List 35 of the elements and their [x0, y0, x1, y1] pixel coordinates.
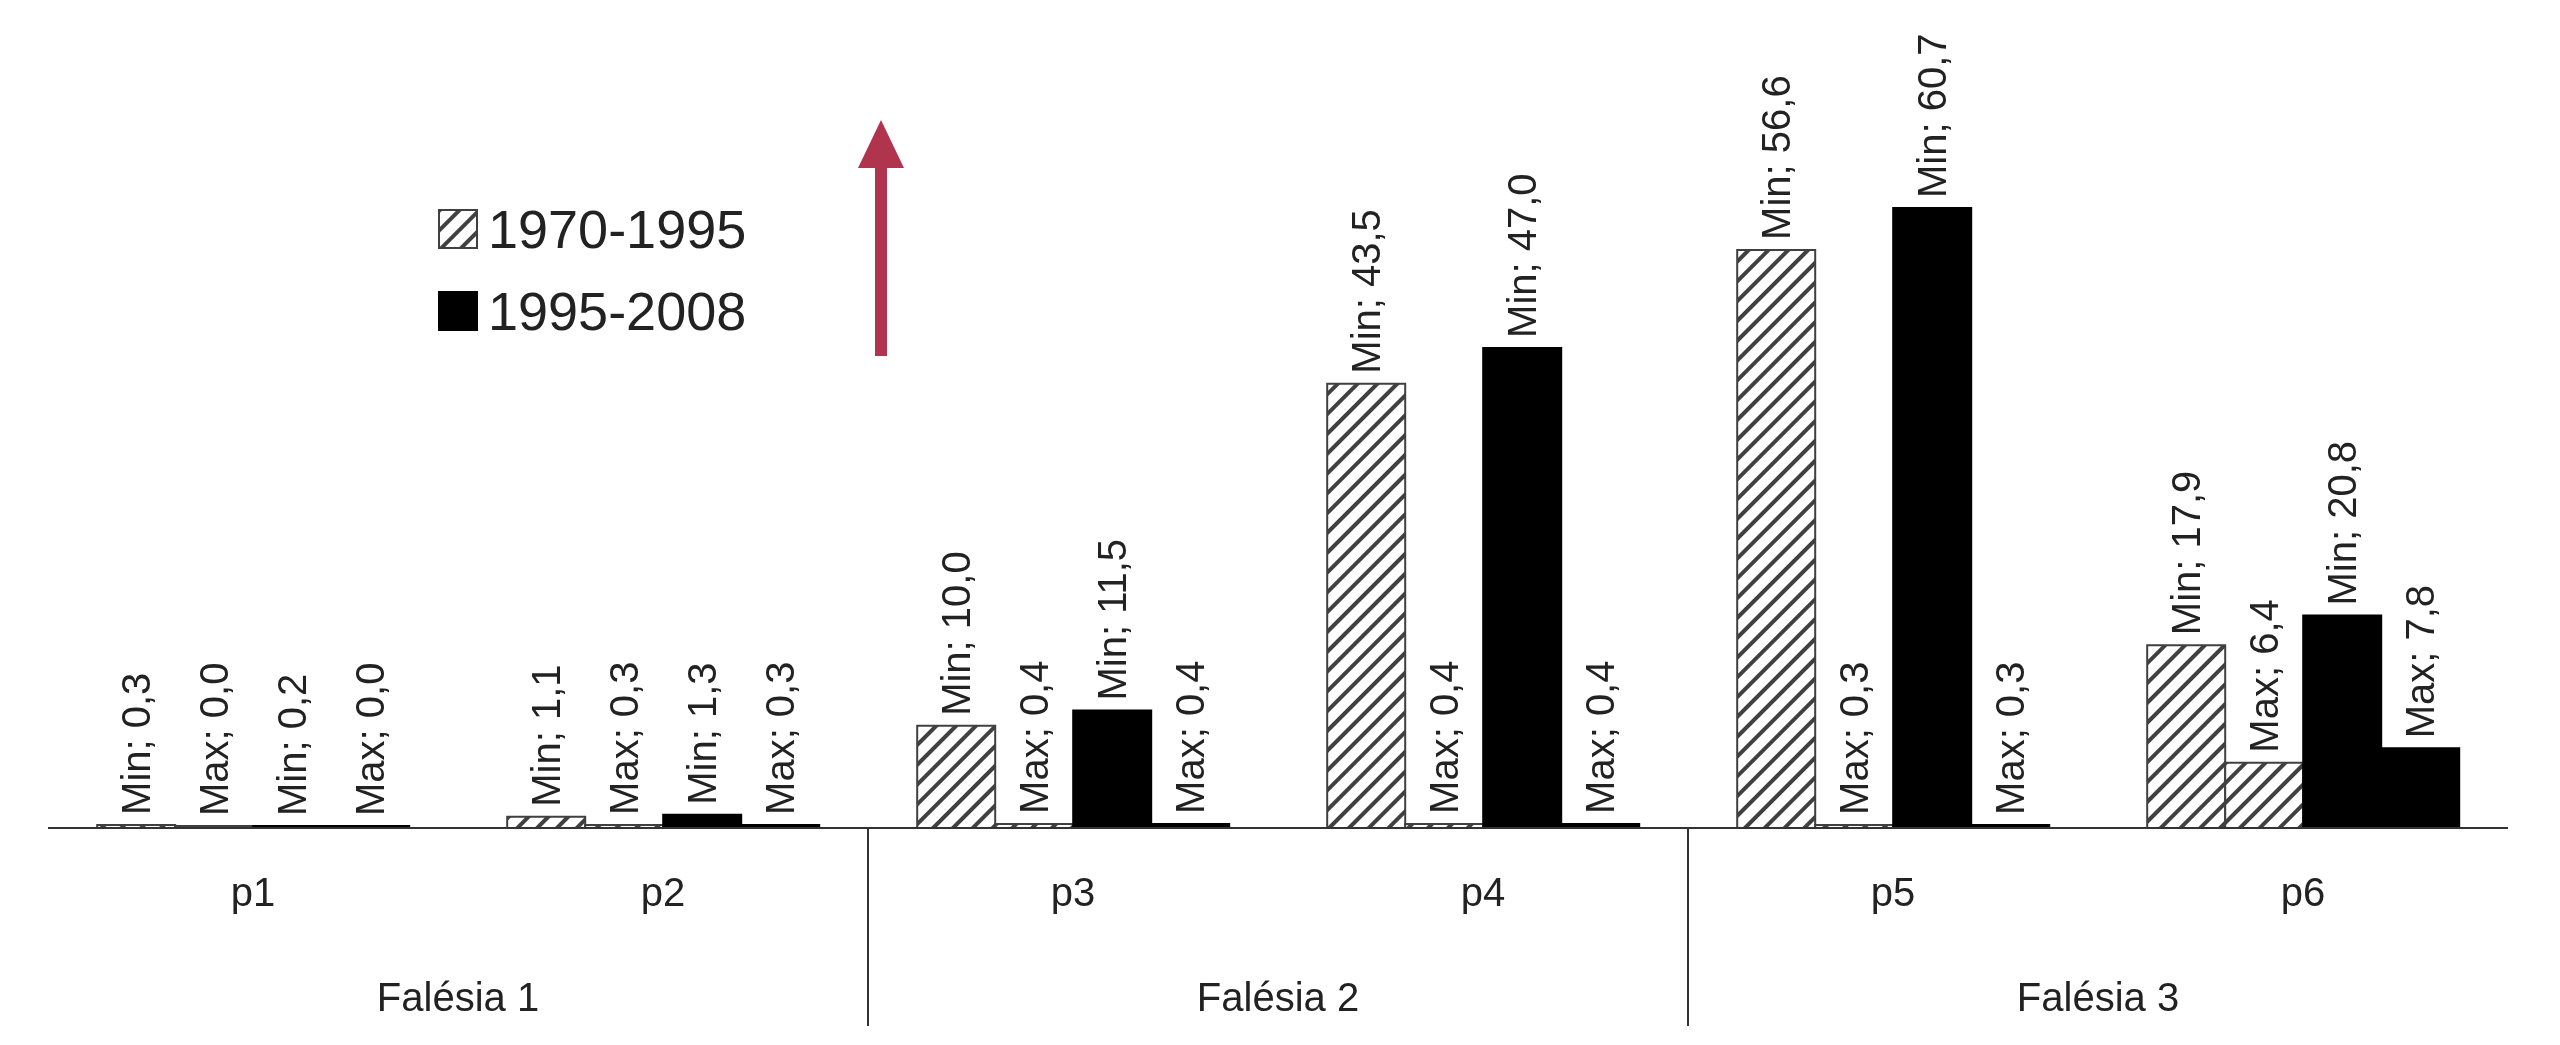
data-label: Min; 43,5 [1344, 209, 1389, 374]
data-label: Max; 0,3 [758, 661, 803, 815]
data-label: Max; 0,4 [1422, 660, 1467, 814]
data-label: Min; 0,3 [114, 672, 159, 815]
data-label: Max; 0,3 [1832, 661, 1877, 815]
data-label: Min; 10,0 [934, 551, 979, 716]
data-label: Min; 1,1 [524, 664, 569, 807]
x-tick-label: p1 [230, 870, 276, 914]
x-tick-label: p6 [2280, 870, 2326, 914]
x-tick-label: p4 [1460, 870, 1506, 914]
data-label: Min; 20,8 [2320, 441, 2365, 606]
data-label: Min; 0,2 [270, 673, 315, 816]
legend-label: 1995-2008 [488, 280, 747, 342]
legend-label: 1970-1995 [488, 198, 747, 260]
data-label: Max; 0,4 [1578, 660, 1623, 814]
data-label: Min; 56,6 [1754, 75, 1799, 240]
text: Falésia 2 [1196, 975, 1360, 1019]
data-label: Max; 0,4 [1168, 660, 1213, 814]
data-label: Min; 1,3 [680, 662, 725, 805]
data-label: Min; 11,5 [1090, 538, 1135, 701]
x-tick-label: p3 [1050, 870, 1096, 914]
text: Falésia 1 [376, 975, 540, 1019]
data-label: Min; 17,9 [2164, 470, 2209, 636]
data-label: Max; 0,3 [602, 661, 647, 815]
data-label: Max; 0,0 [348, 662, 393, 816]
data-label: Max; 0,0 [192, 662, 237, 816]
x-tick-label: p5 [1870, 870, 1916, 914]
data-label: Max; 7,8 [2398, 584, 2443, 739]
x-tick-label: p2 [640, 870, 686, 914]
data-label: Max; 6,4 [2242, 599, 2287, 753]
text: Falésia 3 [2016, 975, 2180, 1019]
data-label: Min; 60,7 [1910, 33, 1955, 198]
data-label: Max; 0,4 [1012, 660, 1057, 814]
data-label: Min; 47,0 [1500, 173, 1545, 338]
data-label: Max; 0,3 [1988, 661, 2033, 815]
